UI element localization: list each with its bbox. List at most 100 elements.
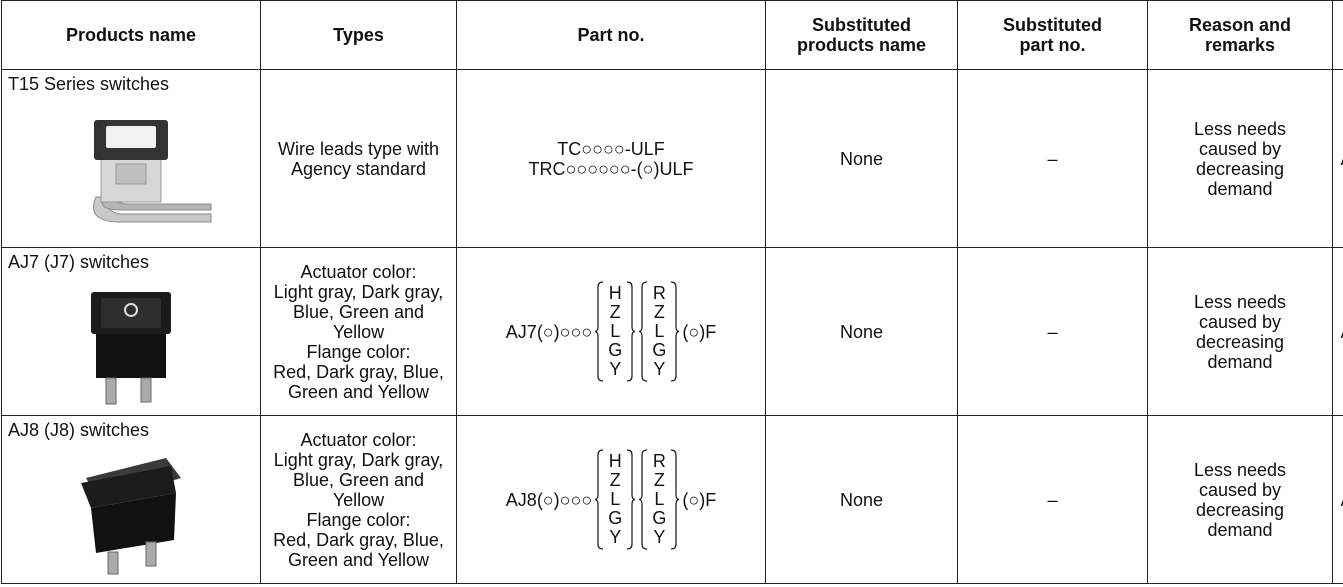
brace [595, 449, 604, 550]
substituted-name: None [765, 69, 958, 248]
part-suffix: (○)F [682, 489, 717, 510]
text-line: Less needs [1193, 118, 1287, 139]
text-line: August [1337, 149, 1343, 169]
text-line: Red, Dark gray, Blue, [273, 529, 444, 550]
option: Z [653, 470, 665, 490]
column-header: Substituted part no. [957, 0, 1148, 70]
part-no-cell: AJ7(○)○○○ H Z L G Y R Z L G Y (○)F [456, 247, 766, 416]
option: G [608, 508, 623, 528]
column-header: Part no. [456, 0, 766, 70]
last-buy-cell: End ofAugust2012 [1332, 415, 1343, 584]
text-line: Part no. [577, 25, 645, 45]
text-line: Green and Yellow [287, 381, 430, 402]
text-line: August [1337, 322, 1343, 342]
text-line: Blue, Green and [292, 301, 425, 322]
text-line: time buy [1337, 25, 1343, 65]
text-line: Yellow [332, 321, 385, 342]
brace [671, 281, 680, 382]
option: Z [609, 470, 621, 490]
column-header: Substituted products name [765, 0, 958, 70]
option: L [610, 321, 621, 341]
text-line: decreasing [1195, 331, 1285, 352]
option: G [608, 340, 623, 360]
table-body: T15 Series switches Wire leads type with… [1, 69, 1343, 584]
text-line: Last [1337, 5, 1343, 25]
product-cell: T15 Series switches [1, 69, 261, 248]
text-line: Green and Yellow [287, 549, 430, 570]
column-header: Types [260, 0, 457, 70]
reason-cell: Less needs caused by decreasing demand [1147, 415, 1333, 584]
option: Y [609, 527, 622, 547]
text-line: Agency standard [290, 158, 427, 179]
option: Y [653, 359, 666, 379]
text-line: Less needs [1193, 459, 1287, 480]
text-line: caused by [1198, 479, 1282, 500]
product-name: AJ7 (J7) switches [8, 252, 150, 272]
substituted-name: None [765, 415, 958, 584]
text-line: decreasing [1195, 158, 1285, 179]
text-line: Reason and [1188, 15, 1292, 35]
brace [595, 281, 604, 382]
text-line: Actuator color: [300, 429, 417, 450]
text-line: August [1337, 490, 1343, 510]
text-line: TRC○○○○○○-(○)ULF [528, 158, 694, 179]
text-line: demand [1207, 519, 1273, 540]
substituted-part: – [957, 69, 1148, 248]
text-line: caused by [1198, 311, 1282, 332]
text-line: Blue, Green and [292, 469, 425, 490]
text-line: demand [1207, 351, 1273, 372]
brace [639, 281, 648, 382]
option: Y [653, 527, 666, 547]
part-suffix: (○)F [682, 321, 717, 342]
table-row: AJ7 (J7) switches Actuator color: Light g… [1, 247, 1343, 416]
types-cell: Wire leads type with Agency standard [260, 69, 457, 248]
product-photo [81, 458, 181, 575]
text-line: Light gray, Dark gray, [273, 281, 444, 302]
text-line: Wire leads type with [277, 138, 440, 159]
option: Z [609, 302, 621, 322]
types-cell: Actuator color: Light gray, Dark gray, Blu… [260, 415, 457, 584]
reason-cell: Less needs caused by decreasing demand [1147, 247, 1333, 416]
part-no: AJ7(○)○○○ H Z L G Y R Z L G Y (○)F [506, 281, 716, 382]
text-line: Substituted [812, 15, 911, 35]
option: L [654, 489, 665, 509]
product-cell: AJ7 (J7) switches [1, 247, 261, 416]
part-prefix: AJ7(○)○○○ [505, 321, 593, 342]
header-row: Products name Types Part no. Substituted pro… [1, 0, 1343, 70]
option: G [652, 340, 667, 360]
text-line: End of [1337, 470, 1343, 490]
option: G [652, 508, 667, 528]
table-row: T15 Series switches Wire leads type with… [1, 69, 1343, 248]
text-line: 2012 [1337, 510, 1343, 530]
text-line: remarks [1204, 35, 1276, 55]
text-line: Flange color: [306, 509, 411, 530]
brace [639, 449, 648, 550]
brace [627, 281, 636, 382]
part-prefix: AJ8(○)○○○ [505, 489, 593, 510]
product-name: T15 Series switches [8, 74, 170, 94]
brace [671, 449, 680, 550]
option: R [652, 451, 666, 471]
text-line: part no. [1019, 35, 1086, 55]
text-line: Yellow [332, 489, 385, 510]
last-buy-cell: End ofAugust2012 [1332, 247, 1343, 416]
option: L [654, 321, 665, 341]
text-line: caused by [1198, 138, 1282, 159]
text-line: demand [1207, 178, 1273, 199]
text-line: Types [333, 25, 384, 45]
substituted-part: – [957, 415, 1148, 584]
product-name: AJ8 (J8) switches [8, 420, 150, 440]
part-no-cell: AJ8(○)○○○ H Z L G Y R Z L G Y (○)F [456, 415, 766, 584]
product-photo [93, 120, 212, 223]
option: R [652, 283, 666, 303]
option: H [608, 451, 622, 471]
table-row: AJ8 (J8) switches Actuator color: Light g… [1, 415, 1343, 584]
option: L [610, 489, 621, 509]
text-line: Flange color: [306, 341, 411, 362]
text-line: End of [1337, 302, 1343, 322]
